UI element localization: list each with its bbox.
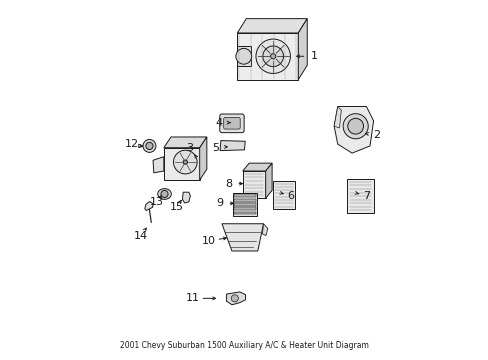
Polygon shape — [226, 292, 245, 305]
Text: 12: 12 — [124, 139, 138, 149]
Text: 9: 9 — [215, 198, 223, 208]
Text: 3: 3 — [186, 143, 193, 153]
Text: 4: 4 — [215, 118, 223, 128]
Circle shape — [183, 160, 187, 164]
Polygon shape — [237, 19, 306, 33]
Polygon shape — [222, 224, 263, 251]
Polygon shape — [265, 163, 271, 198]
Circle shape — [343, 114, 367, 139]
Polygon shape — [333, 107, 341, 128]
Bar — [237, 46, 250, 66]
Text: 2: 2 — [373, 130, 380, 140]
Circle shape — [270, 54, 275, 59]
Circle shape — [142, 139, 156, 152]
FancyBboxPatch shape — [223, 118, 240, 129]
Polygon shape — [237, 33, 298, 80]
Bar — [234, 212, 255, 215]
Polygon shape — [182, 192, 190, 203]
Polygon shape — [242, 171, 265, 198]
Circle shape — [263, 46, 283, 67]
Polygon shape — [242, 163, 271, 171]
Polygon shape — [139, 144, 142, 148]
Text: 11: 11 — [185, 293, 199, 303]
Polygon shape — [153, 157, 163, 173]
Text: 1: 1 — [310, 51, 317, 61]
Polygon shape — [163, 137, 206, 148]
Circle shape — [145, 142, 153, 149]
Text: 13: 13 — [149, 197, 163, 207]
Circle shape — [347, 118, 363, 134]
Polygon shape — [346, 179, 373, 213]
FancyBboxPatch shape — [219, 114, 244, 133]
Polygon shape — [298, 19, 306, 80]
Circle shape — [235, 48, 251, 64]
Polygon shape — [220, 140, 244, 150]
Bar — [234, 207, 255, 210]
Polygon shape — [144, 202, 153, 211]
Text: 14: 14 — [133, 231, 147, 240]
Polygon shape — [333, 107, 373, 153]
Text: 8: 8 — [224, 179, 231, 189]
Ellipse shape — [158, 189, 171, 199]
Polygon shape — [163, 148, 199, 180]
Polygon shape — [262, 224, 267, 235]
Polygon shape — [199, 137, 206, 180]
Circle shape — [173, 150, 197, 174]
Text: 5: 5 — [212, 143, 219, 153]
Text: 2001 Chevy Suburban 1500 Auxiliary A/C & Heater Unit Diagram: 2001 Chevy Suburban 1500 Auxiliary A/C &… — [120, 341, 368, 350]
Circle shape — [255, 39, 290, 73]
Bar — [234, 194, 255, 197]
Circle shape — [231, 295, 238, 302]
Circle shape — [161, 190, 168, 198]
Bar — [234, 199, 255, 202]
Text: 6: 6 — [287, 191, 294, 201]
Polygon shape — [273, 181, 294, 210]
Text: 15: 15 — [169, 202, 183, 212]
Text: 7: 7 — [362, 191, 369, 201]
Bar — [234, 203, 255, 206]
Polygon shape — [232, 193, 257, 216]
Text: 10: 10 — [201, 236, 215, 246]
